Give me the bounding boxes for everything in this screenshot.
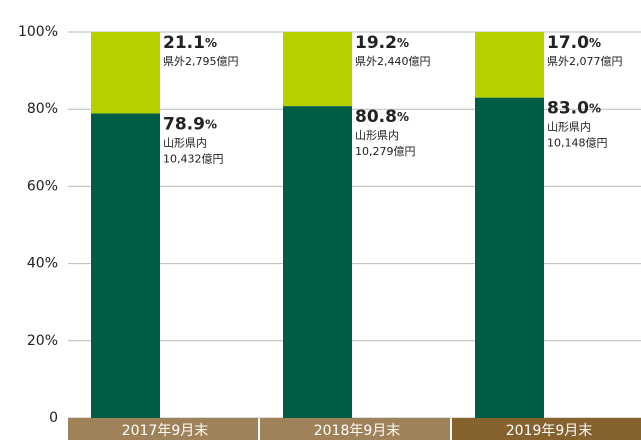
value-label: 21.1% — [163, 33, 217, 53]
series-name: 山形県内 — [547, 120, 591, 134]
x-tick-label: 2019年9月末 — [506, 423, 593, 439]
y-tick-label: 20% — [27, 333, 58, 349]
bar-segment — [475, 97, 544, 419]
series-name: 県外 — [547, 55, 569, 68]
bar-segment — [475, 32, 544, 98]
series-name: 山形県内 — [355, 128, 399, 142]
y-tick-label: 40% — [27, 256, 58, 272]
y-tick-label: 80% — [27, 101, 58, 117]
value-label: 83.0% — [547, 99, 601, 119]
amount-label: 2,440億円 — [377, 55, 431, 68]
x-tick-label: 2017年9月末 — [122, 423, 209, 439]
category-strip — [68, 418, 258, 440]
category-strip — [452, 418, 641, 440]
amount-label: 10,148億円 — [547, 137, 608, 150]
y-tick-label: 100% — [18, 24, 58, 40]
value-label: 17.0% — [547, 33, 601, 53]
series-name: 県外 — [163, 55, 185, 68]
bar-segment — [283, 106, 352, 418]
x-tick-label: 2018年9月末 — [314, 423, 401, 439]
series-name: 山形県内 — [163, 135, 207, 149]
value-label: 80.8% — [355, 107, 409, 127]
amount-label: 2,077億円 — [569, 55, 623, 68]
y-tick-label: 60% — [27, 178, 58, 194]
value-label: 19.2% — [355, 33, 409, 53]
category-strip — [260, 418, 450, 440]
bar-segment — [283, 32, 352, 107]
value-label: 78.9% — [163, 114, 217, 134]
y-tick-label: 0 — [49, 410, 58, 426]
bar-segment — [91, 113, 160, 419]
amount-label: 10,279億円 — [355, 145, 416, 158]
bar-segment — [91, 32, 160, 114]
amount-label: 10,432億円 — [163, 152, 224, 165]
series-name: 県外 — [355, 55, 377, 68]
amount-label: 2,795億円 — [185, 55, 239, 68]
